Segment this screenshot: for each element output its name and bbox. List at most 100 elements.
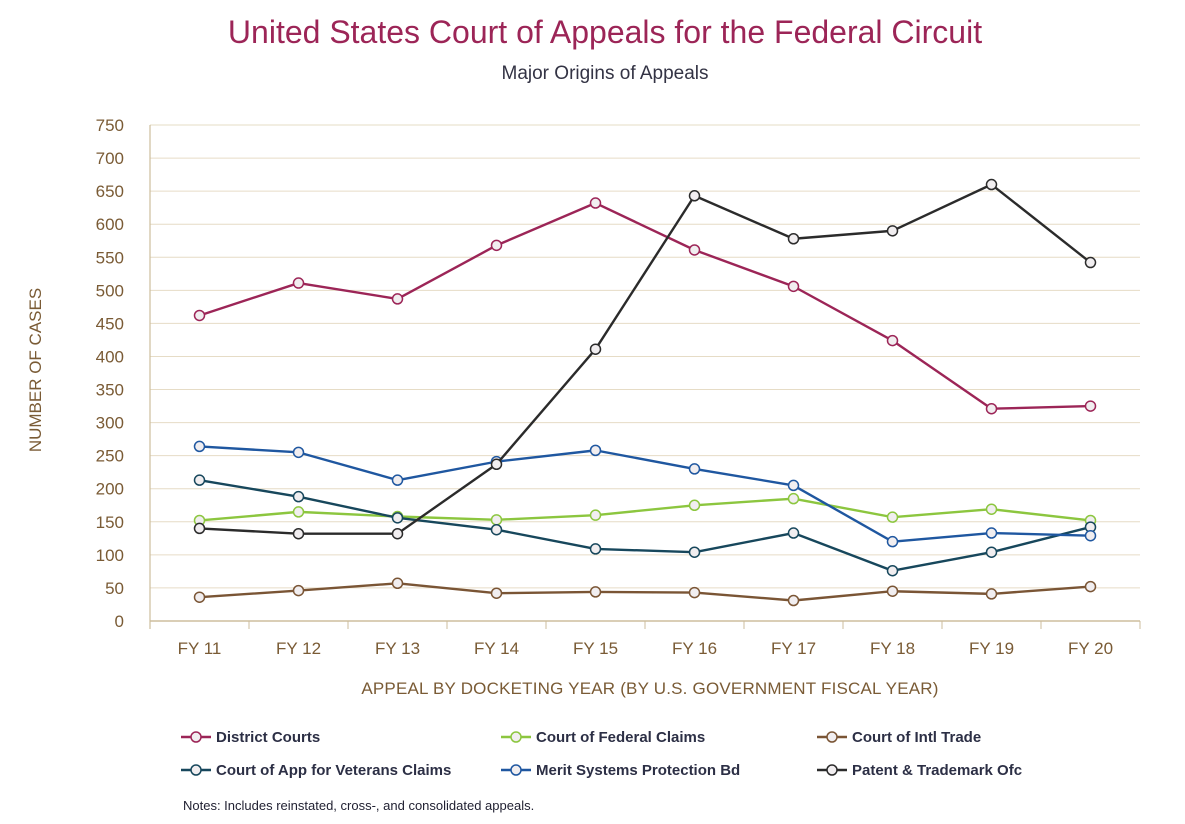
data-point — [589, 444, 602, 457]
data-point — [688, 546, 701, 558]
x-tick-label: FY 16 — [672, 639, 717, 658]
series-line — [199, 582, 1091, 602]
y-tick-label: 550 — [96, 248, 124, 267]
x-tick-labels: FY 11 FY 12 FY 13 FY 14 FY 15 FY 16 FY 17 FY 18… — [178, 639, 1113, 658]
x-tick-label: FY 18 — [870, 639, 915, 658]
x-tick-label: FY 19 — [969, 639, 1014, 658]
data-point — [985, 588, 998, 600]
y-tick-label: 650 — [96, 182, 124, 201]
legend-swatch-merit-systems-protection-bd — [501, 764, 531, 776]
data-point — [985, 503, 998, 515]
y-tick-label: 500 — [96, 281, 124, 300]
series-line — [199, 478, 1091, 572]
x-tick-label: FY 11 — [178, 639, 222, 658]
data-point — [292, 527, 305, 540]
data-point — [1084, 529, 1097, 542]
data-point — [490, 458, 503, 471]
data-point — [292, 584, 305, 597]
data-point — [1084, 256, 1097, 269]
data-point — [391, 293, 404, 305]
data-point — [1084, 400, 1097, 412]
data-point — [787, 280, 800, 293]
series-court-of-intl-trade — [193, 577, 1097, 607]
legend-swatch-district-courts — [181, 731, 211, 743]
legend-label: Merit Systems Protection Bd — [536, 761, 741, 779]
chart-notes: Notes: Includes reinstated, cross-, and … — [183, 798, 535, 813]
legend-item-court-of-app-for-veterans-claims: Court of App for Veterans Claims — [180, 759, 451, 781]
y-tick-labels: 0 50 100 150 200 250 300 350 400 450 500 550 600 650 7… — [96, 116, 124, 631]
data-point — [886, 564, 899, 577]
legend-swatch-court-of-federal-claims — [501, 731, 531, 743]
y-axis-label: NUMBER OF CASES — [26, 287, 45, 453]
x-tick-label: FY 12 — [276, 639, 321, 658]
y-tick-label: 300 — [96, 414, 124, 433]
series-court-of-app-for-veterans-claims — [193, 474, 1097, 577]
series-line — [199, 497, 1091, 522]
y-tick-label: 750 — [96, 116, 124, 135]
data-point — [886, 535, 899, 548]
data-point — [688, 190, 701, 202]
x-tick-label: FY 15 — [573, 639, 618, 658]
y-tick-label: 700 — [96, 149, 124, 168]
line-chart: 0 50 100 150 200 250 300 350 400 450 500 550 600 650 7… — [96, 116, 1141, 658]
legend-item-district-courts: District Courts — [180, 726, 320, 748]
y-tick-label: 350 — [96, 381, 124, 400]
series-district-courts — [193, 197, 1097, 415]
data-point — [193, 474, 206, 486]
y-tick-label: 100 — [96, 546, 124, 565]
data-point — [787, 492, 800, 505]
legend-label: Patent & Trademark Ofc — [852, 761, 1023, 779]
y-tick-label: 150 — [96, 513, 124, 532]
gridlines — [150, 124, 1140, 589]
data-point — [1084, 580, 1097, 593]
series-line — [199, 183, 1092, 535]
y-tick-label: 0 — [115, 612, 124, 631]
y-tick-label: 250 — [96, 447, 124, 466]
data-point — [292, 446, 305, 459]
data-point — [886, 511, 899, 523]
data-point — [688, 499, 701, 512]
data-point — [292, 277, 305, 289]
legend-swatch-patent-and-trademark-ofc — [817, 764, 847, 776]
data-point — [985, 546, 998, 558]
data-point — [391, 577, 404, 590]
legend-item-patent-and-trademark-ofc: Patent & Trademark Ofc — [816, 759, 1022, 781]
data-point — [193, 309, 206, 322]
data-point — [490, 587, 503, 599]
legend-label: Court of Intl Trade — [852, 728, 982, 746]
data-point — [193, 591, 206, 603]
y-tick-label: 450 — [96, 314, 124, 333]
data-point — [787, 479, 800, 492]
data-point — [589, 509, 602, 521]
series-merit-systems-protection-bd — [193, 440, 1097, 548]
data-point — [490, 523, 503, 536]
data-point — [589, 543, 602, 555]
data-point — [886, 585, 899, 597]
legend-label: Court of App for Veterans Claims — [216, 761, 452, 779]
y-tick-label: 400 — [96, 347, 124, 366]
series-lines — [193, 178, 1097, 607]
data-point — [391, 527, 404, 540]
y-tick-label: 200 — [96, 480, 124, 499]
data-point — [589, 197, 602, 209]
data-point — [985, 527, 998, 539]
legend-label: District Courts — [216, 728, 321, 746]
legend-item-court-of-intl-trade: Court of Intl Trade — [816, 726, 981, 748]
chart-subtitle: Major Origins of Appeals — [501, 63, 709, 84]
x-tick-label: FY 17 — [771, 639, 816, 658]
x-tick-label: FY 20 — [1068, 639, 1113, 658]
axes — [149, 125, 1141, 629]
legend-swatch-court-of-intl-trade — [817, 731, 847, 743]
data-point — [391, 474, 404, 486]
data-point — [985, 178, 998, 191]
data-point — [292, 490, 305, 503]
data-point — [490, 239, 503, 252]
series-line — [199, 201, 1091, 410]
data-point — [688, 244, 701, 256]
data-point — [787, 594, 800, 607]
data-point — [193, 522, 206, 535]
chart-title: United States Court of Appeals for the F… — [227, 14, 983, 50]
legend: District Courts Court of Federal Claims … — [180, 726, 1080, 796]
data-point — [292, 506, 305, 518]
data-point — [490, 514, 503, 526]
